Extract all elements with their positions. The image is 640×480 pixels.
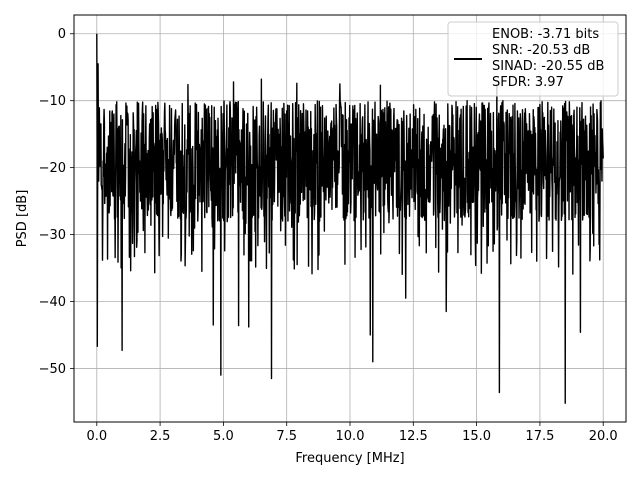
x-tick-label: 10.0 bbox=[336, 429, 365, 444]
y-tick-label: −30 bbox=[39, 228, 66, 243]
x-tick-label: 12.5 bbox=[399, 429, 428, 444]
y-tick-label: −20 bbox=[39, 161, 66, 176]
legend: ENOB: -3.71 bits SNR: -20.53 dB SINAD: -… bbox=[447, 21, 619, 97]
x-tick-label: 17.5 bbox=[525, 429, 554, 444]
legend-box bbox=[447, 21, 619, 97]
x-tick-label: 15.0 bbox=[462, 429, 491, 444]
x-axis-label: Frequency [MHz] bbox=[295, 451, 404, 466]
x-tick-label: 5.0 bbox=[213, 429, 234, 444]
x-axis: 0.0 2.5 5.0 7.5 10.0 12.5 15.0 17.5 20.0 bbox=[86, 422, 618, 444]
y-axis-label: PSD [dB] bbox=[15, 190, 30, 248]
y-tick-label: 0 bbox=[58, 27, 66, 42]
legend-sfdr: SFDR: 3.97 bbox=[492, 75, 564, 90]
x-tick-label: 20.0 bbox=[589, 429, 618, 444]
y-tick-label: −10 bbox=[39, 94, 66, 109]
psd-series-line bbox=[96, 33, 604, 404]
legend-snr: SNR: -20.53 dB bbox=[492, 43, 590, 58]
y-tick-label: −40 bbox=[39, 295, 66, 310]
x-tick-label: 7.5 bbox=[276, 429, 297, 444]
x-tick-label: 0.0 bbox=[86, 429, 107, 444]
x-tick-label: 2.5 bbox=[150, 429, 171, 444]
legend-sinad: SINAD: -20.55 dB bbox=[492, 59, 604, 74]
y-tick-label: −50 bbox=[39, 362, 66, 377]
psd-series bbox=[96, 33, 604, 404]
legend-enob: ENOB: -3.71 bits bbox=[492, 27, 599, 42]
y-axis: 0 −10 −20 −30 −40 −50 bbox=[39, 27, 74, 377]
